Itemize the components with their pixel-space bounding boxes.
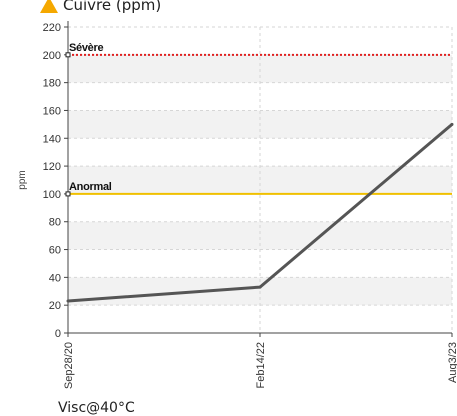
y-axis-label: ppm: [17, 170, 28, 189]
y-tick-label: 60: [49, 245, 61, 257]
threshold-marker: [65, 52, 71, 58]
y-tick-label: 140: [43, 133, 61, 145]
threshold-marker: [65, 191, 71, 197]
x-tick-label: Aug3/23: [447, 342, 457, 383]
y-tick-label: 100: [43, 189, 61, 201]
y-tick-label: 200: [43, 50, 61, 62]
y-tick-label: 220: [43, 22, 61, 34]
y-tick-label: 180: [43, 78, 61, 90]
data-point: [66, 299, 70, 303]
y-tick-label: 20: [49, 300, 61, 312]
x-tick-label: Feb14/22: [255, 342, 267, 388]
x-tick-label: Sep28/20: [63, 342, 75, 389]
chart-title: Cuivre (ppm): [39, 0, 161, 18]
y-tick-label: 40: [49, 272, 61, 284]
data-point: [258, 285, 262, 289]
footnote: Visc@40°C: [58, 400, 135, 416]
chart-title-text: Cuivre (ppm): [63, 0, 162, 14]
data-point: [450, 122, 454, 126]
y-tick-label: 80: [49, 217, 61, 229]
warning-triangle-icon: [40, 0, 58, 13]
y-tick-label: 0: [55, 328, 61, 340]
y-tick-label: 160: [43, 105, 61, 117]
threshold-label: Anormal: [69, 181, 112, 193]
threshold-label: Sévère: [69, 42, 103, 54]
line-chart: 0 20 40 60 80 100 120 140 160 180 200 220 Sep28/20 Fe…: [17, 21, 457, 389]
y-tick-label: 120: [43, 161, 61, 173]
